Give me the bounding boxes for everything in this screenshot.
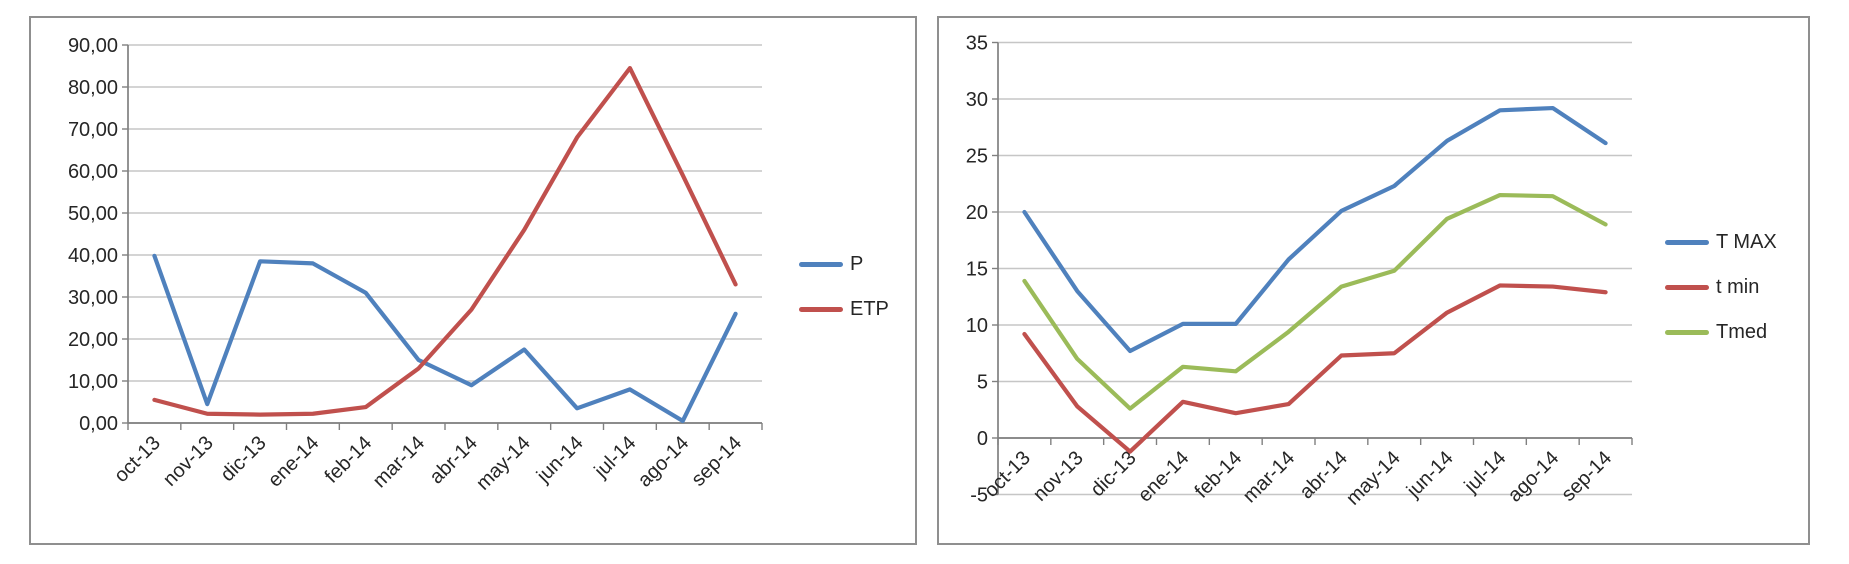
x-axis-label: sep-14 [1557, 447, 1616, 506]
y-axis-label: 10 [966, 315, 988, 337]
x-axis-label: feb-14 [321, 432, 377, 488]
y-axis-label: 25 [966, 146, 988, 168]
x-axis-label: mar-14 [1239, 447, 1299, 507]
legend-item-etp: ETP [799, 297, 889, 321]
y-axis-label: 35 [966, 33, 988, 55]
x-axis-label: mar-14 [369, 432, 429, 492]
y-axis-label: 0,00 [79, 413, 118, 435]
y-axis-label: 30,00 [68, 287, 118, 309]
temperature-chart: 35 30 25 20 15 10 5 0 -5 oct-13 nov-13 dic-13 ene-14… [937, 16, 1810, 545]
legend-line-swatch [1665, 239, 1709, 245]
precipitation-etp-chart: 90,00 80,00 70,00 60,00 50,00 40,00 30,00 20,00… [29, 16, 917, 545]
x-axis-label: ago-14 [1504, 447, 1564, 507]
legend-line-swatch [1665, 284, 1709, 290]
x-axis-label: dic-13 [217, 432, 271, 486]
y-axis-label: 0 [977, 428, 988, 450]
legend-item-t-min: t min [1665, 275, 1777, 299]
legend-item-t-max: T MAX [1665, 230, 1777, 254]
y-axis-label: 80,00 [68, 77, 118, 99]
x-axis-label: sep-14 [687, 432, 746, 491]
precipitation-etp-chart-canvas: 90,00 80,00 70,00 60,00 50,00 40,00 30,00 20,00… [68, 35, 763, 495]
x-axis-label: oct-13 [980, 447, 1035, 502]
precipitation-etp-legend: P ETP [799, 252, 889, 321]
y-axis-label: 60,00 [68, 161, 118, 183]
legend-label: P [850, 252, 864, 275]
y-axis-label: 90,00 [68, 35, 118, 57]
x-axis-label: nov-13 [159, 432, 218, 491]
series-line-p [152, 253, 738, 423]
x-axis-label: may-14 [1342, 447, 1405, 510]
y-axis-label: 15 [966, 259, 988, 281]
temperature-legend: T MAX t min Tmed [1665, 230, 1777, 344]
x-axis-label: nov-13 [1029, 447, 1088, 506]
y-axis-label: 70,00 [68, 119, 118, 141]
legend-label: Tmed [1716, 320, 1768, 343]
series-line-t-max [1022, 105, 1608, 354]
x-axis-label: ene-14 [1134, 447, 1194, 507]
y-axis-label: 10,00 [68, 371, 118, 393]
x-axis-label: jun-14 [532, 432, 588, 488]
y-axis-label: 20,00 [68, 329, 118, 351]
legend-label: ETP [850, 297, 889, 320]
x-axis-label: ago-14 [634, 432, 694, 492]
series-line-tmed [1022, 192, 1608, 411]
x-axis-label: may-14 [472, 432, 535, 495]
x-axis-label: jul-14 [1460, 447, 1511, 498]
series-line-etp [152, 65, 738, 417]
y-axis-label: -5 [970, 485, 988, 507]
y-axis-label: 20 [966, 202, 988, 224]
x-axis-label: ene-14 [264, 432, 324, 492]
legend-line-swatch [799, 261, 843, 267]
y-axis-label: 40,00 [68, 245, 118, 267]
x-axis-label: oct-13 [110, 432, 165, 487]
y-axis-label: 30 [966, 89, 988, 111]
legend-item-p: P [799, 252, 889, 276]
x-axis-label: jul-14 [590, 432, 641, 483]
y-axis-label: 50,00 [68, 203, 118, 225]
y-axis-label: 5 [977, 372, 988, 394]
series-line-t-min [1022, 283, 1608, 454]
legend-label: T MAX [1716, 230, 1777, 253]
legend-line-swatch [1665, 329, 1709, 335]
temperature-chart-canvas: 35 30 25 20 15 10 5 0 -5oct-13nov-13dic-13ene-14… [966, 33, 1633, 510]
legend-label: t min [1716, 275, 1760, 298]
legend-line-swatch [799, 306, 843, 312]
legend-item-tmed: Tmed [1665, 320, 1777, 344]
x-axis-label: dic-13 [1087, 447, 1141, 501]
